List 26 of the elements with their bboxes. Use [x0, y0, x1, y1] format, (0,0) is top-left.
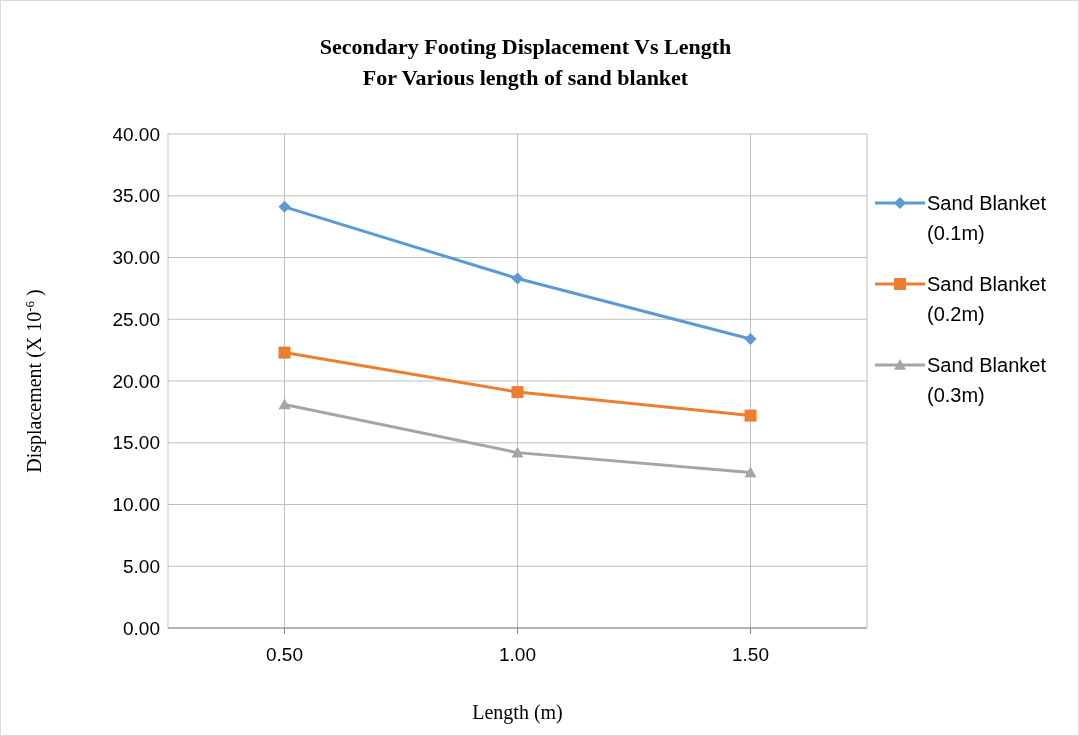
y-tick-label: 20.00 [112, 370, 160, 392]
y-tick-label: 25.00 [112, 308, 160, 330]
y-tick-label: 10.00 [112, 494, 160, 516]
y-tick-label: 35.00 [112, 185, 160, 207]
y-tick-label: 5.00 [123, 555, 160, 577]
point [744, 466, 757, 478]
y-tick-label: 40.00 [112, 123, 160, 145]
x-tick-label: 1.50 [732, 644, 769, 666]
y-tick-label: 30.00 [112, 247, 160, 269]
legend-label: Sand Blanket (0.3m) [927, 353, 1047, 408]
point [511, 386, 524, 399]
point [744, 409, 757, 422]
point [278, 346, 291, 359]
x-tick-label: 1.00 [499, 644, 536, 666]
legend-label: Sand Blanket (0.1m) [927, 191, 1047, 246]
point [511, 272, 524, 285]
x-axis-title: Length (m) [472, 701, 563, 724]
x-tick-label: 0.50 [266, 644, 303, 666]
point [278, 398, 291, 410]
point [511, 446, 524, 458]
legend-label: Sand Blanket (0.2m) [927, 272, 1047, 327]
point [744, 333, 757, 346]
y-tick-label: 0.00 [123, 617, 160, 639]
y-tick-label: 15.00 [112, 432, 160, 454]
point [278, 200, 291, 213]
chart-title: Secondary Footing Displacement Vs Length For Various length of sand blanket [318, 33, 733, 92]
